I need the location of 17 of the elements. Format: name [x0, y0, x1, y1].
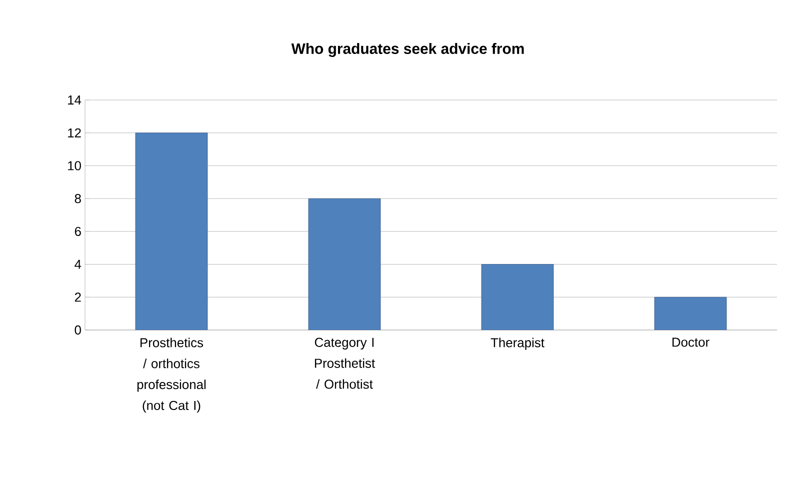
- y-tick-label: 2: [74, 292, 81, 302]
- x-tick-label: Category I Prosthetist / Orthotist: [314, 338, 375, 389]
- y-tick-label: 8: [74, 194, 81, 204]
- bar: [654, 296, 727, 330]
- y-tick-label: 0: [74, 325, 81, 335]
- y-tick-label: 6: [74, 226, 81, 236]
- bar: [308, 198, 381, 330]
- y-tick-label: 10: [68, 161, 81, 170]
- y-tick-label: 14: [68, 96, 82, 104]
- bar: [135, 132, 208, 330]
- bar: [481, 264, 554, 330]
- y-tick-label: 12: [68, 128, 81, 138]
- chart-title: Who graduates seek advice from: [291, 42, 524, 57]
- y-tick-label: 4: [74, 260, 82, 269]
- x-tick-label: Doctor: [672, 338, 710, 347]
- x-tick-label: Therapist: [490, 338, 544, 350]
- x-tick-label: Prosthetics / orthotics professional (not Cat I): [137, 338, 206, 413]
